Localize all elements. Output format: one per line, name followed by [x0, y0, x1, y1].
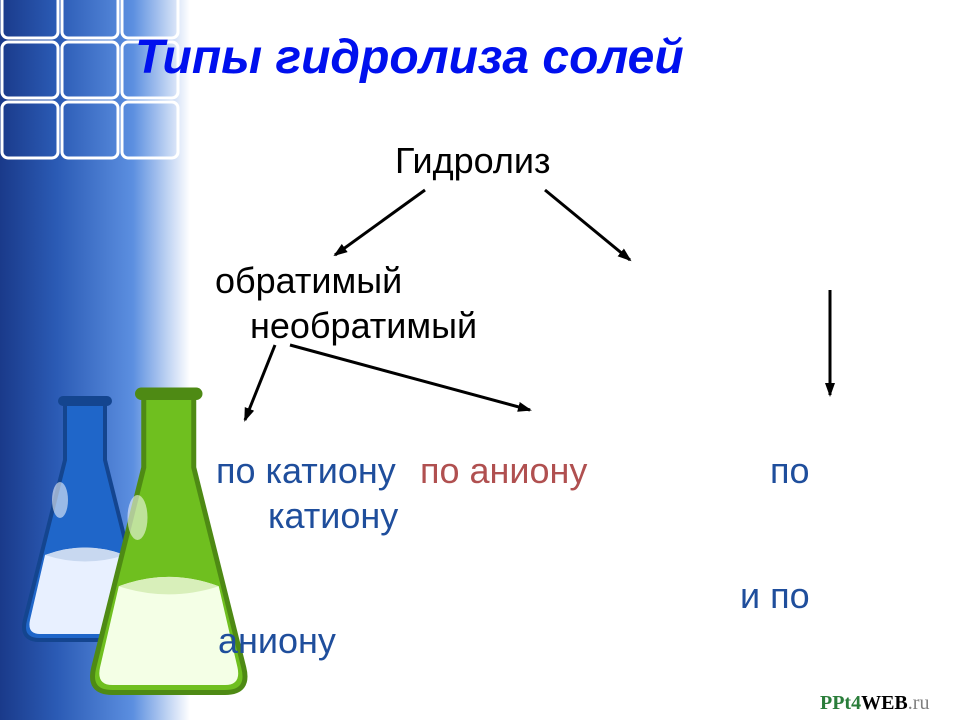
node-an1: по аниону [420, 450, 587, 492]
watermark-part-2: WEB [861, 692, 908, 714]
watermark-part-1: PPt4 [820, 692, 861, 714]
node-root: Гидролиз [395, 140, 550, 182]
node-cat1: по катиону [216, 450, 396, 492]
node-cat2: катиону [268, 495, 398, 537]
node-rev: обратимый [215, 260, 402, 302]
slide-title: Типы гидролиза солей [135, 30, 684, 85]
watermark-part-3: .ru [908, 692, 930, 714]
edge-rev_r [290, 345, 530, 410]
edge-root_l [335, 190, 425, 255]
node-po: по [770, 450, 810, 492]
edge-root_r [545, 190, 630, 260]
node-irrev: необратимый [250, 305, 477, 347]
node-ipo: и по [740, 575, 810, 617]
watermark: PPt4WEB.ru [820, 692, 929, 715]
node-an2: аниону [218, 620, 336, 662]
